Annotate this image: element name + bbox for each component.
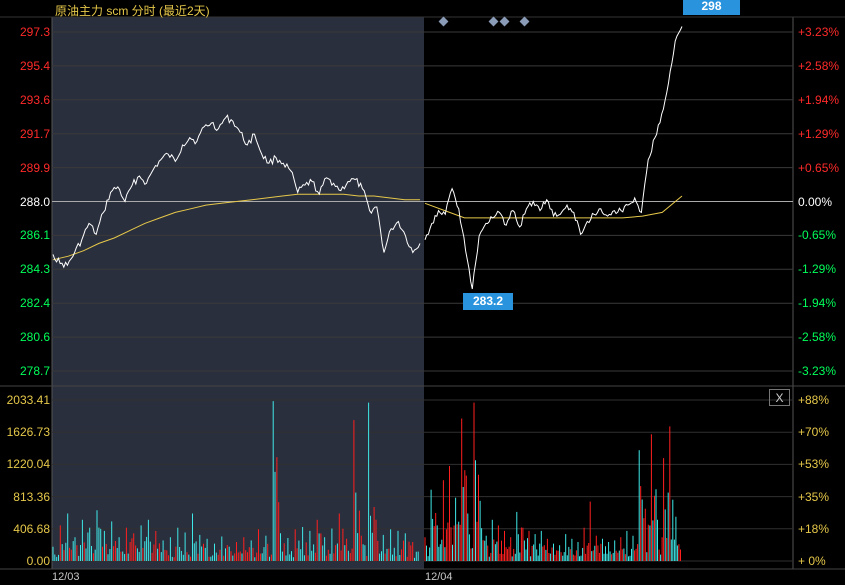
volume-tick-label: 0.00 <box>26 554 50 568</box>
volume-tick-label: 1220.04 <box>6 457 50 472</box>
day1-shaded-region <box>52 17 424 569</box>
volume-tick-label: 406.68 <box>13 521 50 536</box>
price-tick-label: 293.6 <box>19 92 50 107</box>
average-price-line-day2 <box>424 195 683 219</box>
price-tick-label: 288.0 <box>19 194 50 209</box>
volume-tick-label: 2033.41 <box>6 393 50 407</box>
percent-tick-label: +2.58% <box>798 58 840 73</box>
percent-tick-label: -3.23% <box>798 364 837 378</box>
price-tick-label: 286.1 <box>19 228 50 243</box>
volume-percent-tick-label: + 0% <box>798 554 826 568</box>
price-tick-label: 280.6 <box>19 330 50 345</box>
volume-percent-tick-label: +88% <box>798 393 830 407</box>
percent-tick-label: +3.23% <box>798 25 840 39</box>
volume-percent-tick-label: +53% <box>798 457 830 472</box>
percent-tick-label: -1.29% <box>798 262 837 277</box>
price-line-day1 <box>52 114 421 269</box>
price-tick-label: 278.7 <box>19 364 50 378</box>
percent-tick-label: +1.94% <box>798 92 840 107</box>
volume-tick-label: 813.36 <box>13 489 50 504</box>
price-tick-label: 289.9 <box>19 160 50 175</box>
low-price-tag: 283.2 <box>463 293 513 310</box>
percent-tick-label: -1.94% <box>798 296 837 311</box>
volume-tick-label: 1626.73 <box>6 425 50 440</box>
x-tick-day2: 12/04 <box>425 571 453 583</box>
price-line-day2 <box>424 26 683 290</box>
average-price-line-day1 <box>52 193 420 261</box>
percent-tick-label: -0.65% <box>798 228 837 243</box>
volume-percent-tick-label: +70% <box>798 425 830 440</box>
volume-percent-tick-label: +18% <box>798 521 830 536</box>
close-volume-panel-button[interactable]: X <box>769 389 790 406</box>
percent-tick-label: -2.58% <box>798 330 837 345</box>
price-tick-label: 291.7 <box>19 126 50 141</box>
percent-tick-label: +0.65% <box>798 160 840 175</box>
percent-tick-label: 0.00% <box>798 194 833 209</box>
chart-title: 原油主力 scm 分时 (最近2天) <box>55 4 210 18</box>
price-tick-label: 295.4 <box>19 58 50 73</box>
x-tick-day1: 12/03 <box>52 571 80 583</box>
price-tick-label: 297.3 <box>19 25 50 39</box>
price-tick-label: 282.4 <box>19 296 50 311</box>
high-price-tag: 298 <box>683 0 740 15</box>
volume-percent-tick-label: +35% <box>798 489 830 504</box>
percent-tick-label: +1.29% <box>798 126 840 141</box>
price-tick-label: 284.3 <box>19 262 50 277</box>
